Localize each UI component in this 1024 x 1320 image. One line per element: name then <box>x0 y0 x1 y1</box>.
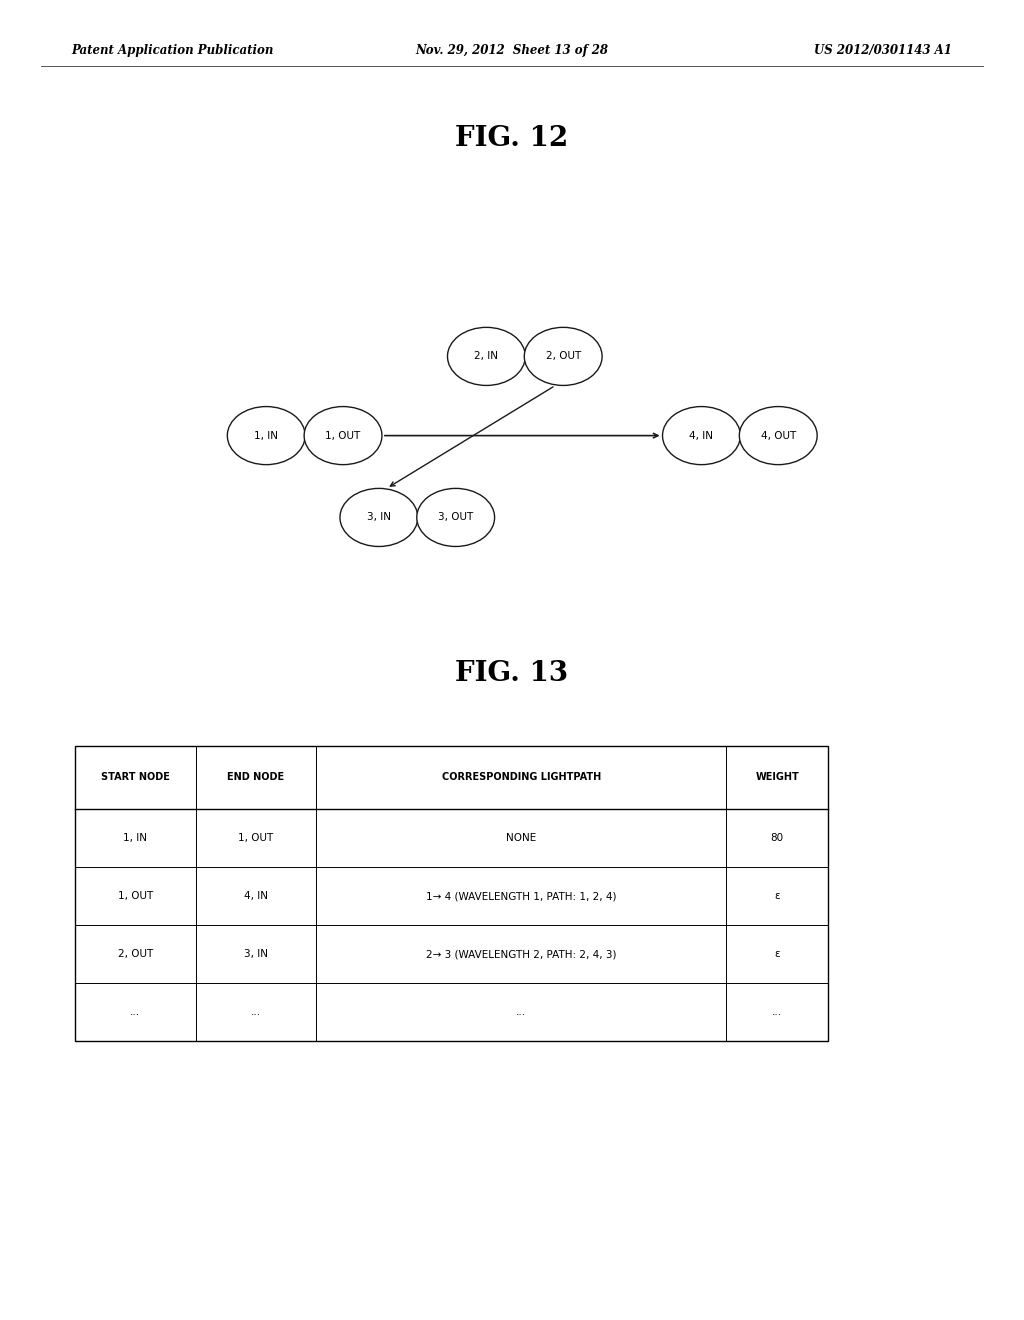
Ellipse shape <box>524 327 602 385</box>
Text: 1, OUT: 1, OUT <box>326 430 360 441</box>
Text: 1, OUT: 1, OUT <box>118 891 153 902</box>
Text: 4, OUT: 4, OUT <box>761 430 796 441</box>
Ellipse shape <box>417 488 495 546</box>
Ellipse shape <box>227 407 305 465</box>
Text: Nov. 29, 2012  Sheet 13 of 28: Nov. 29, 2012 Sheet 13 of 28 <box>416 44 608 57</box>
Text: 2→ 3 (WAVELENGTH 2, PATH: 2, 4, 3): 2→ 3 (WAVELENGTH 2, PATH: 2, 4, 3) <box>426 949 616 960</box>
Text: 4, IN: 4, IN <box>689 430 714 441</box>
Text: 2, OUT: 2, OUT <box>118 949 153 960</box>
Text: US 2012/0301143 A1: US 2012/0301143 A1 <box>814 44 952 57</box>
Text: ...: ... <box>130 1007 140 1018</box>
Text: Patent Application Publication: Patent Application Publication <box>72 44 274 57</box>
Text: 3, IN: 3, IN <box>244 949 268 960</box>
Text: 80: 80 <box>771 833 783 843</box>
Text: 2, IN: 2, IN <box>474 351 499 362</box>
Text: FIG. 13: FIG. 13 <box>456 660 568 686</box>
Text: 1→ 4 (WAVELENGTH 1, PATH: 1, 2, 4): 1→ 4 (WAVELENGTH 1, PATH: 1, 2, 4) <box>426 891 616 902</box>
Text: START NODE: START NODE <box>100 772 170 783</box>
Text: CORRESPONDING LIGHTPATH: CORRESPONDING LIGHTPATH <box>441 772 601 783</box>
Text: ...: ... <box>772 1007 782 1018</box>
Text: 3, IN: 3, IN <box>367 512 391 523</box>
Text: 4, IN: 4, IN <box>244 891 268 902</box>
Ellipse shape <box>304 407 382 465</box>
Text: 1, IN: 1, IN <box>123 833 147 843</box>
Text: ...: ... <box>251 1007 261 1018</box>
Ellipse shape <box>340 488 418 546</box>
Text: 1, OUT: 1, OUT <box>239 833 273 843</box>
Ellipse shape <box>739 407 817 465</box>
Text: ...: ... <box>516 1007 526 1018</box>
Ellipse shape <box>447 327 525 385</box>
Ellipse shape <box>663 407 740 465</box>
Text: FIG. 12: FIG. 12 <box>456 125 568 152</box>
Bar <box>75 746 828 1041</box>
Text: WEIGHT: WEIGHT <box>756 772 799 783</box>
Text: END NODE: END NODE <box>227 772 285 783</box>
Text: ε: ε <box>774 949 780 960</box>
Text: ε: ε <box>774 891 780 902</box>
Text: 3, OUT: 3, OUT <box>438 512 473 523</box>
Text: 2, OUT: 2, OUT <box>546 351 581 362</box>
Text: NONE: NONE <box>506 833 537 843</box>
Text: 1, IN: 1, IN <box>254 430 279 441</box>
